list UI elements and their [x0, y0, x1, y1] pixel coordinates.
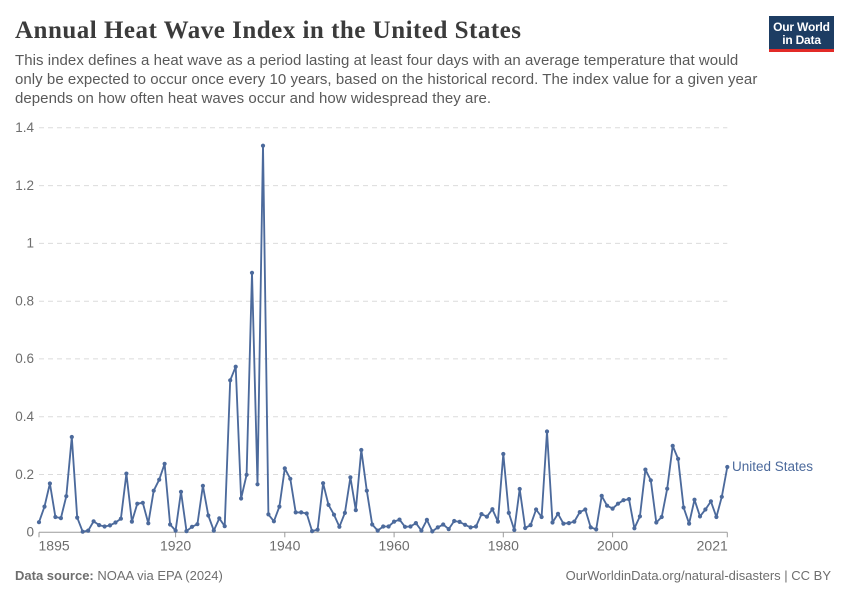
svg-text:2021: 2021	[697, 537, 728, 553]
svg-text:1940: 1940	[269, 537, 300, 553]
svg-text:0.2: 0.2	[15, 467, 34, 482]
svg-text:1895: 1895	[39, 537, 70, 553]
svg-text:1980: 1980	[488, 537, 519, 553]
svg-text:0.8: 0.8	[15, 294, 34, 309]
svg-text:0.4: 0.4	[15, 409, 34, 424]
svg-text:1: 1	[26, 236, 34, 251]
svg-text:0.6: 0.6	[15, 351, 34, 366]
svg-text:1.2: 1.2	[15, 178, 34, 193]
svg-text:1960: 1960	[379, 537, 410, 553]
svg-text:0: 0	[26, 525, 34, 540]
svg-text:1920: 1920	[160, 537, 191, 553]
svg-text:United States: United States	[732, 459, 813, 474]
svg-text:1.4: 1.4	[15, 120, 34, 135]
svg-text:2000: 2000	[597, 537, 628, 553]
